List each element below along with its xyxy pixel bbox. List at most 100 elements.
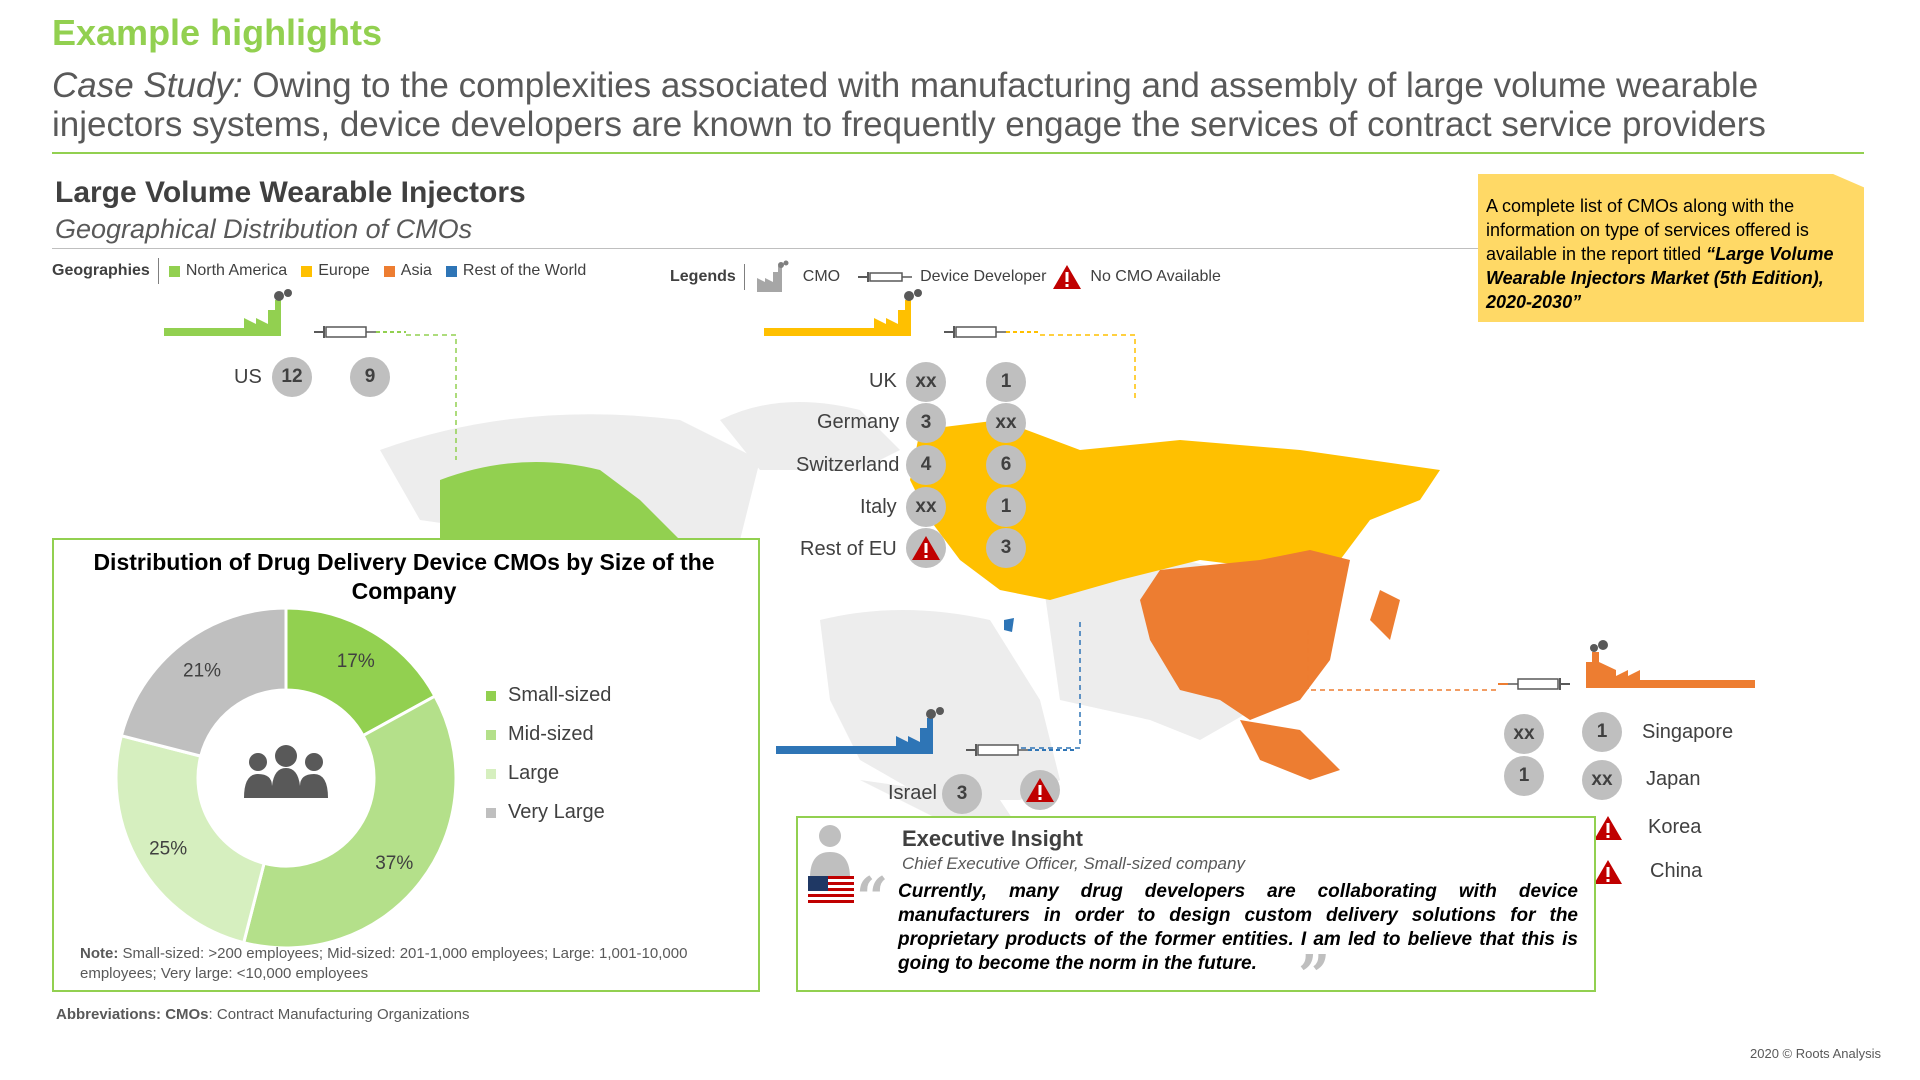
executive-role: Chief Executive Officer, Small-sized com… <box>902 854 1245 873</box>
geo-label: Europe <box>318 262 370 279</box>
legend-mid-sized: Mid-sized <box>486 723 611 746</box>
pie-label-mid-sized: 37% <box>375 853 413 874</box>
count-cmo-japan: xx <box>1582 760 1622 800</box>
legend-cmo: CMO <box>802 268 841 285</box>
geo-rest-of-world: Rest of the World <box>445 262 587 280</box>
count-developer-germany: xx <box>986 403 1026 443</box>
legend-label: Mid-sized <box>508 723 594 745</box>
count-developer-italy: 1 <box>986 487 1026 527</box>
count-cmo-switzerland: 4 <box>906 445 946 485</box>
country-singapore: Singapore <box>1642 721 1734 743</box>
count-cmo-uk: xx <box>906 362 946 402</box>
map-japan <box>1370 590 1400 640</box>
banner-rest-of-world <box>776 707 1076 756</box>
geo-asia: Asia <box>383 262 432 280</box>
chart-title: Distribution of Drug Delivery Device CMO… <box>93 549 715 604</box>
syringe-icon <box>858 272 913 282</box>
swatch-north-america <box>168 265 180 277</box>
map-asia <box>1140 550 1350 720</box>
country-japan: Japan <box>1646 768 1701 790</box>
map-israel <box>1004 618 1014 632</box>
count-developer-uk: 1 <box>986 362 1026 402</box>
legends-label: Legends <box>670 268 736 285</box>
geo-label: Rest of the World <box>462 262 587 279</box>
connector-rest-of-world <box>1010 622 1081 749</box>
factory-icon <box>244 300 281 336</box>
banner-europe <box>764 289 1039 338</box>
donut-chart: 17% 37% 25% 21% <box>114 606 458 950</box>
executive-quote: Currently, many drug developers are coll… <box>898 881 1578 974</box>
no-cmo-china <box>1588 852 1628 892</box>
country-italy: Italy <box>860 496 897 518</box>
legend-developer: Device Developer <box>920 268 1047 285</box>
title-divider <box>52 152 1864 154</box>
syringe-icon <box>955 326 997 338</box>
executive-insight-panel <box>796 816 1596 992</box>
count-developer-rest-of-eu: 3 <box>986 528 1026 568</box>
count-developer-us: 9 <box>350 357 390 397</box>
country-uk: UK <box>869 370 897 392</box>
info-box-text: A complete list of CMOs along with the i… <box>1486 194 1858 314</box>
count-cmo-us: 12 <box>272 357 312 397</box>
geo-label: North America <box>185 262 288 279</box>
warning-icon <box>1053 265 1082 289</box>
connector-north-america <box>406 334 457 460</box>
syringe-icon <box>1517 678 1559 690</box>
section-subtitle: Geographical Distribution of CMOs <box>55 214 473 244</box>
info-box <box>1478 174 1864 322</box>
abbr-term: CMOs <box>165 1006 209 1023</box>
swatch-europe <box>301 265 313 277</box>
country-china: China <box>1650 860 1703 882</box>
legend-no-cmo: No CMO Available <box>1090 268 1221 285</box>
page-subtitle: Case Study: Owing to the complexities as… <box>52 66 1872 144</box>
map-southeast-asia <box>1240 720 1340 780</box>
note-text: Small-sized: >200 employees; Mid-sized: … <box>80 945 688 982</box>
syringe-icon <box>977 744 1019 756</box>
count-cmo-italy: xx <box>906 487 946 527</box>
banner-asia <box>1498 640 1755 690</box>
people-group-icon <box>244 745 328 798</box>
legend-label: Large <box>508 762 560 784</box>
info-text: A complete list of CMOs along with the i… <box>1486 196 1809 264</box>
warning-icon <box>1594 816 1622 840</box>
legends-bar: Legends CMO Device Developer No CMO Avai… <box>670 260 1221 294</box>
abbr-text: : Contract Manufacturing Organizations <box>208 1006 470 1023</box>
connector-europe <box>1040 334 1136 400</box>
count-developer-singapore: xx <box>1504 714 1544 754</box>
abbr-label: Abbreviations: <box>56 1006 162 1023</box>
warning-icon <box>1026 778 1054 802</box>
swatch-rest-of-world <box>445 265 457 277</box>
pie-note: Note: Small-sized: >200 employees; Mid-s… <box>80 944 700 984</box>
factory-icon <box>756 260 789 292</box>
country-rest-of-eu: Rest of EU <box>800 538 897 560</box>
executive-title: Executive Insight <box>902 826 1083 851</box>
no-cmo-korea <box>1588 808 1628 848</box>
note-label: Note: <box>80 945 119 962</box>
country-germany: Germany <box>817 411 900 433</box>
subtitle-text: Owing to the complexities associated wit… <box>52 66 1766 144</box>
pie-slice-mid-sized <box>241 694 458 950</box>
country-korea: Korea <box>1648 816 1702 838</box>
country-switzerland: Switzerland <box>796 454 900 476</box>
legend-label: Very Large <box>508 801 605 823</box>
us-flag-icon <box>808 876 854 906</box>
section-divider <box>52 248 1482 249</box>
geo-europe: Europe <box>301 262 370 280</box>
abbreviations: Abbreviations: CMOs: Contract Manufactur… <box>56 1006 470 1023</box>
report-title: “Large Volume Wearable Injectors Market … <box>1486 244 1834 312</box>
legend-label: Small-sized <box>508 684 612 706</box>
legend-large: Large <box>486 762 611 785</box>
country-us: US <box>234 366 262 388</box>
map-north-america <box>440 462 680 540</box>
legend-separator <box>157 258 159 284</box>
pie-slice-large <box>114 733 266 945</box>
count-developer-japan: 1 <box>1504 756 1544 796</box>
swatch-asia <box>383 265 395 277</box>
open-quote-icon: “ <box>856 865 889 931</box>
legend-small-sized: Small-sized <box>486 684 611 707</box>
close-quote-icon: ” <box>1298 943 1331 1009</box>
pie-slice-very-large <box>119 606 288 758</box>
banner-north-america <box>164 289 406 338</box>
count-cmo-singapore: 1 <box>1582 712 1622 752</box>
